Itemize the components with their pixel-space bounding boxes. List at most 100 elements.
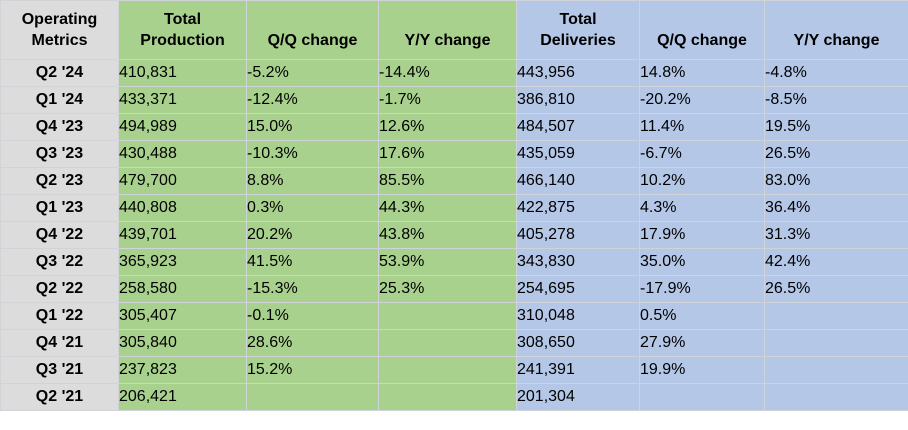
deliveries-cell[interactable]: 484,507 — [516, 113, 640, 141]
deliveries-qq-cell[interactable] — [639, 383, 765, 411]
production-yy-cell[interactable]: 53.9% — [378, 248, 517, 276]
production-cell[interactable]: 410,831 — [118, 59, 247, 87]
production-qq-cell[interactable]: -10.3% — [246, 140, 379, 168]
header-production-yy[interactable]: Y/Y change — [378, 0, 517, 60]
deliveries-cell[interactable]: 241,391 — [516, 356, 640, 384]
deliveries-yy-cell[interactable]: 42.4% — [764, 248, 908, 276]
production-qq-cell[interactable]: 20.2% — [246, 221, 379, 249]
header-deliveries-yy[interactable]: Y/Y change — [764, 0, 908, 60]
production-qq-cell[interactable]: -12.4% — [246, 86, 379, 114]
deliveries-yy-cell[interactable]: 19.5% — [764, 113, 908, 141]
production-cell[interactable]: 258,580 — [118, 275, 247, 303]
deliveries-cell[interactable]: 308,650 — [516, 329, 640, 357]
deliveries-qq-cell[interactable]: 17.9% — [639, 221, 765, 249]
header-deliveries-qq[interactable]: Q/Q change — [639, 0, 765, 60]
production-qq-cell[interactable]: 41.5% — [246, 248, 379, 276]
production-yy-cell[interactable]: -14.4% — [378, 59, 517, 87]
quarter-cell[interactable]: Q2 '22 — [0, 275, 119, 303]
quarter-cell[interactable]: Q3 '22 — [0, 248, 119, 276]
production-qq-cell[interactable] — [246, 383, 379, 411]
deliveries-yy-cell[interactable]: 26.5% — [764, 275, 908, 303]
deliveries-yy-cell[interactable] — [764, 302, 908, 330]
deliveries-cell[interactable]: 310,048 — [516, 302, 640, 330]
production-cell[interactable]: 479,700 — [118, 167, 247, 195]
deliveries-cell[interactable]: 343,830 — [516, 248, 640, 276]
production-cell[interactable]: 365,923 — [118, 248, 247, 276]
header-total-deliveries[interactable]: Total Deliveries — [516, 0, 640, 60]
quarter-cell[interactable]: Q4 '21 — [0, 329, 119, 357]
deliveries-qq-cell[interactable]: -20.2% — [639, 86, 765, 114]
deliveries-cell[interactable]: 443,956 — [516, 59, 640, 87]
deliveries-qq-cell[interactable]: 10.2% — [639, 167, 765, 195]
deliveries-yy-cell[interactable] — [764, 383, 908, 411]
production-cell[interactable]: 439,701 — [118, 221, 247, 249]
quarter-cell[interactable]: Q3 '21 — [0, 356, 119, 384]
quarter-cell[interactable]: Q1 '23 — [0, 194, 119, 222]
deliveries-yy-cell[interactable]: 31.3% — [764, 221, 908, 249]
quarter-cell[interactable]: Q2 '21 — [0, 383, 119, 411]
deliveries-yy-cell[interactable]: 36.4% — [764, 194, 908, 222]
quarter-cell[interactable]: Q4 '22 — [0, 221, 119, 249]
production-qq-cell[interactable]: -15.3% — [246, 275, 379, 303]
production-qq-cell[interactable]: 0.3% — [246, 194, 379, 222]
deliveries-yy-cell[interactable]: -8.5% — [764, 86, 908, 114]
production-cell[interactable]: 440,808 — [118, 194, 247, 222]
production-qq-cell[interactable]: -0.1% — [246, 302, 379, 330]
quarter-cell[interactable]: Q3 '23 — [0, 140, 119, 168]
production-cell[interactable]: 430,488 — [118, 140, 247, 168]
production-qq-cell[interactable]: 15.2% — [246, 356, 379, 384]
deliveries-cell[interactable]: 435,059 — [516, 140, 640, 168]
production-yy-cell[interactable]: 17.6% — [378, 140, 517, 168]
table-row: Q4 '22 439,701 20.2% 43.8% 405,278 17.9% 31.3% — [0, 221, 908, 249]
production-cell[interactable]: 237,823 — [118, 356, 247, 384]
quarter-cell[interactable]: Q4 '23 — [0, 113, 119, 141]
deliveries-yy-cell[interactable]: 83.0% — [764, 167, 908, 195]
production-cell[interactable]: 433,371 — [118, 86, 247, 114]
production-cell[interactable]: 305,840 — [118, 329, 247, 357]
production-yy-cell[interactable]: 25.3% — [378, 275, 517, 303]
deliveries-qq-cell[interactable]: 35.0% — [639, 248, 765, 276]
deliveries-cell[interactable]: 386,810 — [516, 86, 640, 114]
deliveries-qq-cell[interactable]: 14.8% — [639, 59, 765, 87]
deliveries-yy-cell[interactable]: -4.8% — [764, 59, 908, 87]
production-yy-cell[interactable] — [378, 329, 517, 357]
deliveries-qq-cell[interactable]: 27.9% — [639, 329, 765, 357]
header-total-production[interactable]: Total Production — [118, 0, 247, 60]
production-cell[interactable]: 206,421 — [118, 383, 247, 411]
production-cell[interactable]: 305,407 — [118, 302, 247, 330]
deliveries-qq-cell[interactable]: -6.7% — [639, 140, 765, 168]
quarter-cell[interactable]: Q1 '24 — [0, 86, 119, 114]
production-qq-cell[interactable]: 28.6% — [246, 329, 379, 357]
deliveries-qq-cell[interactable]: -17.9% — [639, 275, 765, 303]
quarter-cell[interactable]: Q2 '23 — [0, 167, 119, 195]
production-yy-cell[interactable] — [378, 356, 517, 384]
production-cell[interactable]: 494,989 — [118, 113, 247, 141]
header-operating-metrics[interactable]: Operating Metrics — [0, 0, 119, 60]
deliveries-cell[interactable]: 422,875 — [516, 194, 640, 222]
table-row: Q4 '23 494,989 15.0% 12.6% 484,507 11.4% 19.5% — [0, 113, 908, 141]
deliveries-cell[interactable]: 201,304 — [516, 383, 640, 411]
deliveries-cell[interactable]: 405,278 — [516, 221, 640, 249]
deliveries-yy-cell[interactable]: 26.5% — [764, 140, 908, 168]
quarter-cell[interactable]: Q2 '24 — [0, 59, 119, 87]
deliveries-yy-cell[interactable] — [764, 356, 908, 384]
production-yy-cell[interactable] — [378, 383, 517, 411]
production-qq-cell[interactable]: 8.8% — [246, 167, 379, 195]
production-yy-cell[interactable]: 12.6% — [378, 113, 517, 141]
production-yy-cell[interactable]: 85.5% — [378, 167, 517, 195]
production-qq-cell[interactable]: -5.2% — [246, 59, 379, 87]
production-yy-cell[interactable]: -1.7% — [378, 86, 517, 114]
production-yy-cell[interactable] — [378, 302, 517, 330]
deliveries-qq-cell[interactable]: 11.4% — [639, 113, 765, 141]
deliveries-qq-cell[interactable]: 19.9% — [639, 356, 765, 384]
deliveries-yy-cell[interactable] — [764, 329, 908, 357]
deliveries-cell[interactable]: 254,695 — [516, 275, 640, 303]
header-production-qq[interactable]: Q/Q change — [246, 0, 379, 60]
production-qq-cell[interactable]: 15.0% — [246, 113, 379, 141]
deliveries-qq-cell[interactable]: 4.3% — [639, 194, 765, 222]
deliveries-cell[interactable]: 466,140 — [516, 167, 640, 195]
production-yy-cell[interactable]: 44.3% — [378, 194, 517, 222]
production-yy-cell[interactable]: 43.8% — [378, 221, 517, 249]
quarter-cell[interactable]: Q1 '22 — [0, 302, 119, 330]
deliveries-qq-cell[interactable]: 0.5% — [639, 302, 765, 330]
